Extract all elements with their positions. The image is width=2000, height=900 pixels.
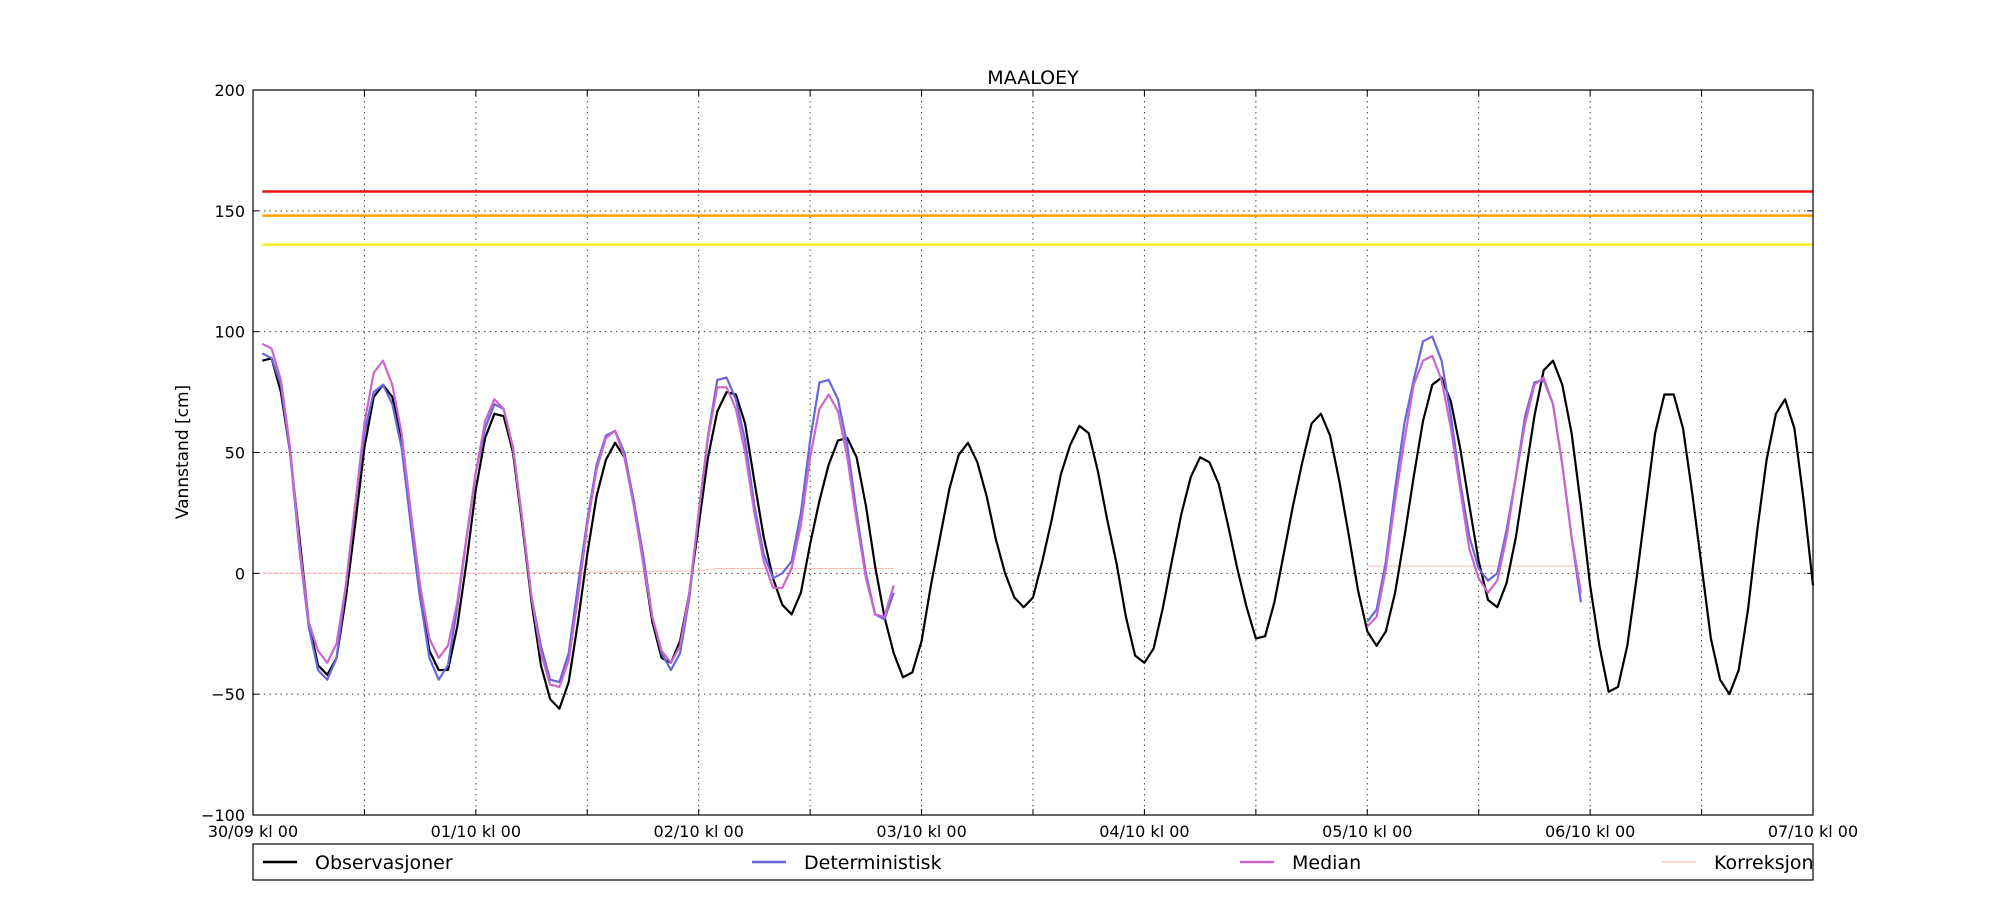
x-tick-label: 02/10 kl 00 [654,822,744,841]
threshold-lines [262,190,1813,246]
legend-label: Korreksjon [1714,852,1814,874]
legend-label: Observasjoner [315,852,453,874]
x-tick-label: 06/10 kl 00 [1545,822,1635,841]
y-tick-label: 150 [214,202,245,221]
x-tick-label: 01/10 kl 00 [431,822,521,841]
series-lines [261,335,1815,710]
legend-item: Korreksjon [1662,852,1814,874]
x-tick-label: 05/10 kl 00 [1322,822,1412,841]
y-tick-label: −100 [201,806,245,825]
x-tick-label: 30/09 kl 00 [208,822,298,841]
series-line-deterministisk [261,352,895,684]
y-tick-label: −50 [211,685,245,704]
legend-item: Observasjoner [263,852,453,874]
grid [253,90,1813,815]
y-tick-label: 100 [214,323,245,342]
y-tick-label: 0 [235,564,245,583]
y-tick-label: 50 [225,444,245,463]
x-tick-label: 04/10 kl 00 [1099,822,1189,841]
legend: Observasjoner Deterministisk Median Korreks… [252,843,1814,881]
axis-ticks: −100 −50 0 50 100 150 200 30/09 kl 00 01/10 kl 0… [201,81,1858,841]
y-axis-label: Vannstand [cm] [173,385,193,519]
legend-label: Deterministisk [804,852,942,874]
x-tick-label: 07/10 kl 00 [1768,822,1858,841]
series-line-observasjoner [262,357,1815,710]
series-line-korreksjon [262,568,894,574]
chart-title: MAALOEY [987,67,1079,89]
x-tick-label: 03/10 kl 00 [876,822,966,841]
series-line-median [1366,354,1582,628]
legend-label: Median [1292,852,1361,874]
legend-frame [252,843,1814,881]
legend-item: Median [1240,852,1361,874]
series-line-median [261,342,895,688]
y-tick-label: 200 [214,81,245,100]
legend-item: Deterministisk [752,852,942,874]
